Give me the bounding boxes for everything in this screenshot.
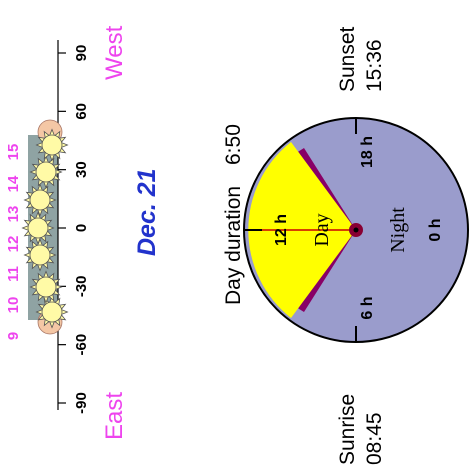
sunset-label: Sunset (336, 26, 359, 92)
hour-label: 14 (5, 175, 22, 192)
azimuth-tick-label: -30 (73, 275, 90, 297)
sun-path-panel: -90 -60 -30 0 30 60 90 9 10 11 12 13 14 15 East West… (5, 25, 161, 440)
day-duration: Day duration 6:50 (222, 124, 245, 305)
day-duration-label: Day duration (222, 186, 245, 305)
sunrise-info: Sunrise 08:45 (336, 394, 386, 465)
clock-center-dot (353, 227, 359, 233)
sun-icon (21, 211, 55, 245)
sunrise-label: Sunrise (336, 394, 359, 465)
azimuth-ticks (58, 52, 66, 404)
azimuth-tick-label: 30 (73, 161, 90, 178)
azimuth-tick-label: 0 (73, 224, 90, 232)
west-label: West (101, 25, 128, 80)
hour-label: 10 (5, 297, 22, 314)
hour-label: 13 (5, 206, 22, 223)
sunrise-time: 08:45 (363, 412, 386, 465)
azimuth-tick-label: -90 (73, 392, 90, 414)
hour-label: 15 (5, 144, 22, 161)
date-label: Dec. 21 (133, 168, 161, 256)
sun-icon (29, 155, 63, 189)
sun-icon (35, 295, 69, 329)
sunset-info: Sunset 15:36 (336, 26, 386, 92)
day-duration-value: 6:50 (222, 124, 245, 165)
sun-icon (35, 128, 69, 162)
hour-label: 9 (5, 332, 22, 340)
azimuth-tick-labels: -90 -60 -30 0 30 60 90 (73, 45, 90, 414)
hour-label: 12 (5, 236, 22, 253)
sun-icon (29, 270, 63, 304)
east-label: East (101, 392, 128, 440)
night-label: Night (387, 207, 409, 253)
day-night-clock: 12 h 18 h 6 h 0 h Day Night (243, 117, 469, 343)
hour-label: 11 (5, 266, 22, 282)
hour-label-6h: 6 h (359, 296, 376, 319)
sunset-time: 15:36 (363, 39, 386, 92)
hour-label-18h: 18 h (359, 136, 376, 168)
azimuth-tick-label: 60 (73, 103, 90, 120)
sun-positions (21, 119, 69, 335)
azimuth-tick-label: -60 (73, 334, 90, 356)
hour-label-12h: 12 h (273, 214, 290, 246)
sun-icon (23, 183, 57, 217)
sun-icon (23, 238, 57, 272)
hour-labels: 9 10 11 12 13 14 15 (5, 144, 22, 341)
hour-label-0h: 0 h (427, 218, 444, 241)
day-label: Day (311, 213, 333, 246)
azimuth-tick-label: 90 (73, 45, 90, 62)
